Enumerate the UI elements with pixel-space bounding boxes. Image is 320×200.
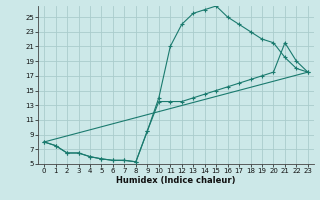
X-axis label: Humidex (Indice chaleur): Humidex (Indice chaleur)	[116, 176, 236, 185]
